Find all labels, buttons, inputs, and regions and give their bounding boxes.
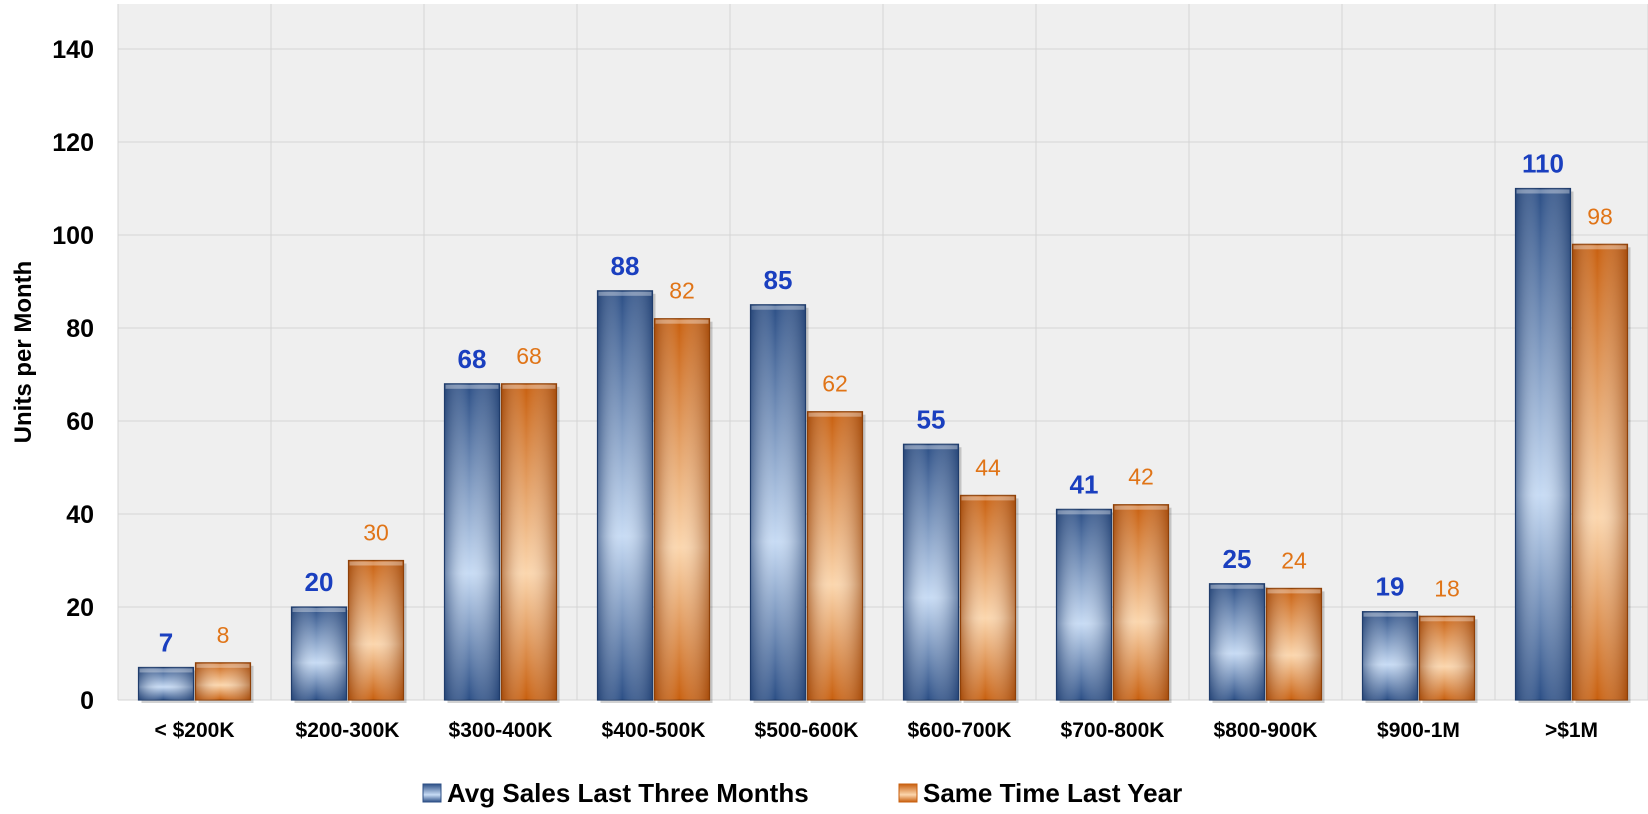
bar-avg-sales-shade [138,667,194,700]
bar-avg-sales-bevel [445,384,499,389]
y-tick-label: 60 [66,408,94,436]
bar-same-time-bevel [349,561,403,566]
bar-avg-sales-shade [1056,509,1112,700]
bar-label-same-time: 68 [516,343,542,369]
x-tick-label: < $200K [155,719,235,742]
bars: 7 8 20 30 68 68 88 82 85 62 55 44 41 42 25 24 19 18 110 98 [137,149,1631,704]
x-tick-label: $600-700K [908,719,1012,742]
bar-avg-sales-bevel [1057,510,1111,515]
bar-avg-sales-shade [291,607,347,700]
x-tick-label: $700-800K [1061,719,1165,742]
bar-label-avg-sales: 7 [159,627,173,657]
bar-avg-sales-shade [444,383,500,700]
bar-label-avg-sales: 55 [917,404,946,434]
bar-same-time-shade [1266,588,1322,700]
bar-label-avg-sales: 68 [458,344,487,374]
bar-label-same-time: 24 [1281,547,1307,573]
bar-label-avg-sales: 20 [305,567,334,597]
x-axis-ticks: < $200K $200-300K $300-400K $400-500K $500-6… [155,719,1599,742]
bar-label-avg-sales: 88 [611,251,640,281]
bar-avg-sales-bevel [1516,189,1570,194]
bar-label-avg-sales: 41 [1070,469,1099,499]
bar-avg-sales-shade [597,290,653,700]
bar-same-time-shade [654,318,710,700]
x-tick-label: $200-300K [296,719,400,742]
y-tick-label: 100 [52,222,94,250]
bar-avg-sales-shade [750,304,806,700]
y-tick-label: 40 [66,501,94,529]
bar-same-time-bevel [1573,245,1627,250]
y-tick-label: 120 [52,129,94,157]
bar-same-time-shade [348,560,404,700]
bar-label-same-time: 30 [363,520,389,546]
bar-label-same-time: 18 [1434,575,1460,601]
x-tick-label: $900-1M [1377,719,1460,742]
bar-label-avg-sales: 19 [1376,572,1405,602]
y-axis-label: Units per Month [10,261,37,444]
bar-same-time-bevel [1420,617,1474,622]
y-tick-label: 0 [80,687,94,715]
x-tick-label: >$1M [1545,719,1598,742]
legend-label-avg-sales: Avg Sales Last Three Months [447,778,809,808]
bar-avg-sales-bevel [1363,612,1417,617]
legend-label-same-time: Same Time Last Year [923,778,1182,808]
bar-same-time-shade [1572,244,1628,701]
bar-label-same-time: 82 [669,278,695,304]
bar-avg-sales-bevel [1210,584,1264,589]
legend: Avg Sales Last Three Months Same Time La… [422,778,1182,808]
bar-avg-sales-bevel [751,305,805,310]
bar-same-time-bevel [502,384,556,389]
x-tick-label: $800-900K [1214,719,1318,742]
bar-avg-sales-bevel [139,668,193,673]
y-tick-label: 20 [66,594,94,622]
bar-same-time-bevel [1114,505,1168,510]
bar-same-time-shade [807,411,863,700]
legend-swatch-same-time [898,783,918,803]
y-axis-ticks: 0 20 40 60 80 100 120 140 [52,36,94,715]
bar-same-time-bevel [808,412,862,417]
bar-label-avg-sales: 25 [1223,544,1252,574]
x-tick-label: $300-400K [449,719,553,742]
bar-avg-sales-shade [1209,583,1265,700]
bar-label-avg-sales: 85 [764,265,793,295]
bar-same-time-bevel [196,663,250,668]
bar-same-time-shade [1419,616,1475,700]
bar-avg-sales-shade [1515,188,1571,700]
y-tick-label: 140 [52,36,94,64]
bar-same-time-bevel [655,319,709,324]
x-tick-label: $400-500K [602,719,706,742]
x-tick-label: $500-600K [755,719,859,742]
bar-label-same-time: 62 [822,371,848,397]
bar-label-same-time: 8 [217,622,230,648]
bar-label-same-time: 44 [975,454,1001,480]
bar-label-same-time: 98 [1587,203,1613,229]
bar-avg-sales-shade [1362,611,1418,700]
bar-label-avg-sales: 110 [1522,149,1564,179]
bar-same-time-shade [501,383,557,700]
bar-label-same-time: 42 [1128,464,1154,490]
bar-same-time-bevel [1267,589,1321,594]
bar-avg-sales-bevel [904,445,958,450]
y-tick-label: 80 [66,315,94,343]
bar-same-time-shade [960,495,1016,700]
bar-avg-sales-shade [903,444,959,700]
bar-same-time-bevel [961,496,1015,501]
bar-avg-sales-bevel [598,291,652,296]
bar-same-time-shade [195,662,251,700]
legend-swatch-avg-sales [422,783,442,803]
bar-same-time-shade [1113,504,1169,700]
bar-avg-sales-bevel [292,608,346,612]
